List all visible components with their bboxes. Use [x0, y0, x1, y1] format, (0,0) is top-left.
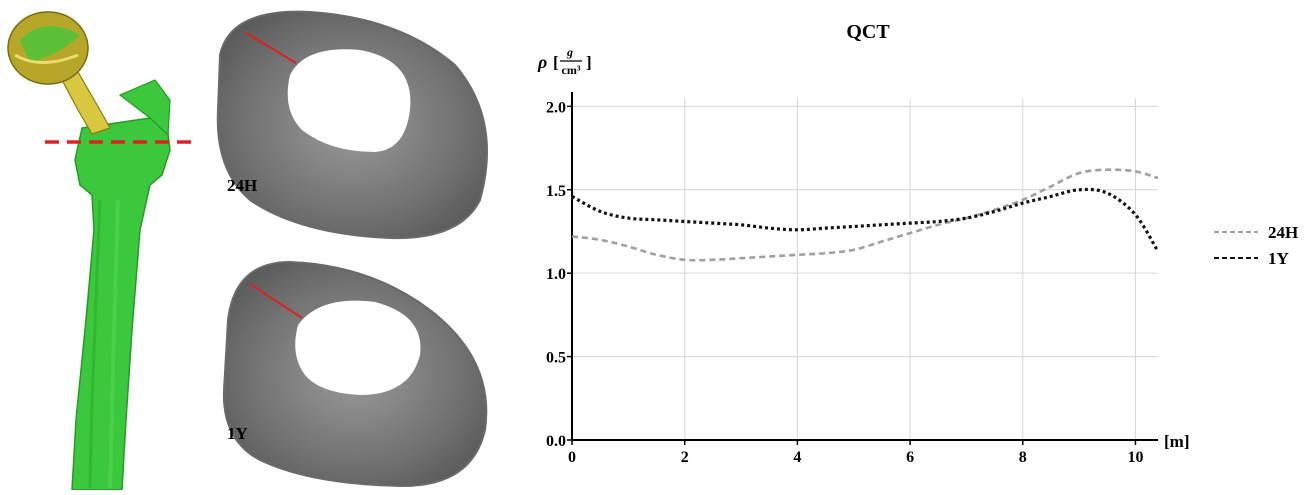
y-axis-label-num: g [566, 45, 573, 59]
axes [567, 92, 1158, 445]
y-tick-label: 2.0 [546, 99, 566, 116]
femur-illustration [7, 11, 198, 491]
section-1y [222, 260, 488, 488]
qct-chart: QCT ρ [ g cm³ ] [m] 0 2 4 6 8 10 0.0 0.5 1.0 1.5 2… [500, 0, 1315, 490]
section-label-24h: 24H [227, 176, 258, 195]
implant-neck [61, 71, 111, 135]
y-tick-label: 0.0 [546, 433, 566, 450]
tick-labels: 0 2 4 6 8 10 0.0 0.5 1.0 1.5 2.0 [546, 99, 1143, 466]
femur-shaft [71, 108, 171, 491]
x-axis-label: [m] [1164, 432, 1189, 451]
section-24h [216, 10, 489, 240]
x-tick-label: 6 [906, 449, 914, 466]
cross-section-images [216, 10, 489, 488]
x-tick-label: 8 [1019, 449, 1027, 466]
legend-label-24h: 24H [1268, 223, 1298, 242]
chart-svg: QCT ρ [ g cm³ ] [m] 0 2 4 6 8 10 0.0 0.5 1.0 1.5 2… [537, 21, 1298, 466]
y-tick-label: 1.5 [546, 183, 566, 200]
grid [572, 98, 1158, 440]
x-tick-label: 2 [681, 449, 689, 466]
y-axis-label: ρ [ g cm³ ] [537, 45, 592, 77]
section-mark-24h [245, 32, 297, 64]
chart-title: QCT [846, 21, 890, 43]
x-tick-label: 0 [568, 449, 576, 466]
series-line-24h [571, 168, 1159, 262]
y-axis-label-symbol: ρ [537, 52, 547, 72]
y-tick-label: 1.0 [546, 266, 566, 283]
section-mark-1y [249, 283, 303, 319]
y-axis-label-den: cm³ [562, 63, 581, 77]
series-lines [571, 168, 1160, 262]
series-line-1y [571, 187, 1160, 253]
section-label-1y: 1Y [227, 424, 248, 443]
svg-text:[: [ [553, 53, 559, 72]
svg-text:]: ] [586, 53, 592, 72]
legend-label-1y: 1Y [1268, 249, 1289, 268]
x-tick-label: 10 [1127, 449, 1143, 466]
femur-3d-render [0, 0, 215, 491]
y-tick-label: 0.5 [546, 350, 566, 367]
x-tick-label: 4 [793, 449, 801, 466]
cross-sections: 24H 1Y [210, 0, 500, 490]
